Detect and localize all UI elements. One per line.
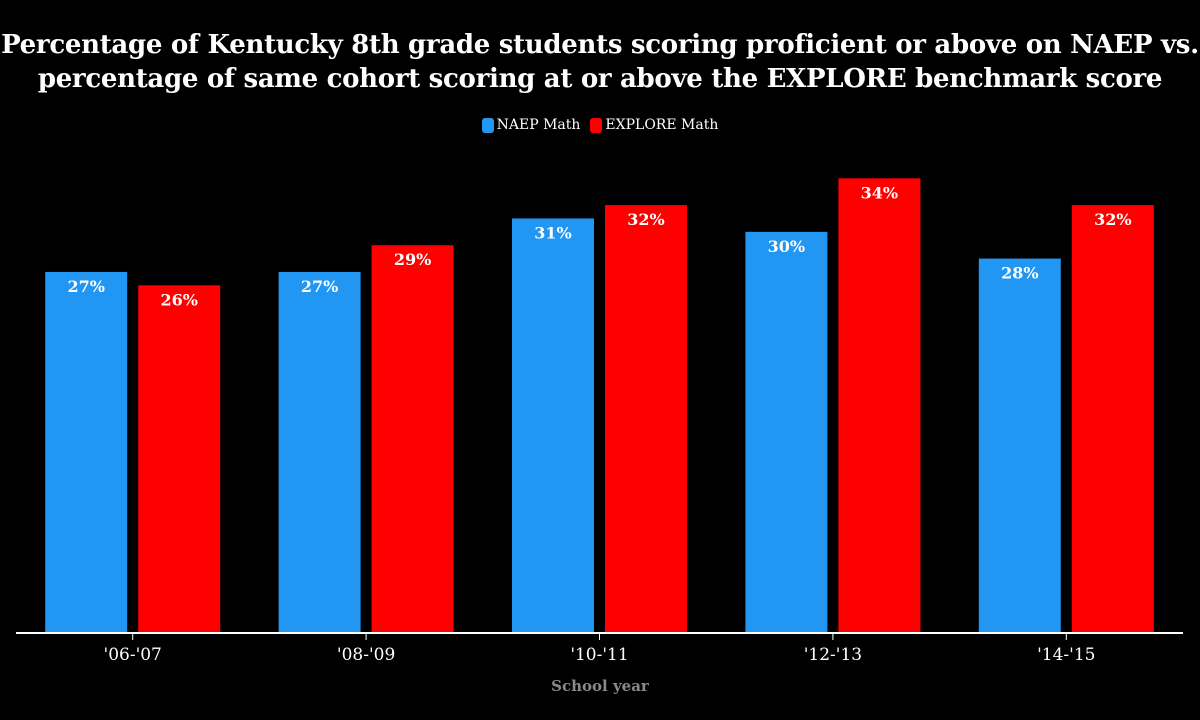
bar-naep-3 <box>745 231 828 633</box>
x-tick-label: '12-'13 <box>804 645 862 665</box>
x-tick-label: '08-'09 <box>337 645 395 665</box>
legend-label-naep: NAEP Math <box>496 117 581 133</box>
data-label: 28% <box>1001 264 1038 283</box>
title-line-2: percentage of same cohort scoring at or … <box>37 64 1163 94</box>
bar-naep-4 <box>978 258 1061 633</box>
data-label: 26% <box>160 290 197 309</box>
x-axis-label: School year <box>551 677 649 695</box>
data-label: 32% <box>627 210 664 229</box>
x-tick-label: '06-'07 <box>104 645 162 665</box>
bar-explore-1 <box>371 245 454 634</box>
data-label: 31% <box>534 223 571 242</box>
title-line-1: Percentage of Kentucky 8th grade student… <box>1 30 1199 60</box>
bar-naep-0 <box>45 271 128 633</box>
bar-explore-2 <box>605 205 687 633</box>
data-label: 29% <box>394 250 431 269</box>
legend-swatch-explore <box>590 117 603 133</box>
bar-explore-0 <box>138 285 221 633</box>
x-tick-label: '14-'15 <box>1037 645 1095 665</box>
bar-naep-1 <box>278 271 361 633</box>
bar-explore-3 <box>838 178 921 634</box>
legend: NAEP Math EXPLORE Math <box>0 117 1200 133</box>
legend-item-naep[interactable]: NAEP Math <box>481 117 581 133</box>
bar-naep-2 <box>512 218 594 633</box>
x-tick-label: '10-'11 <box>570 645 628 665</box>
data-label: 34% <box>861 183 898 202</box>
data-label: 27% <box>67 277 104 296</box>
data-label: 32% <box>1094 210 1131 229</box>
chart-title: Percentage of Kentucky 8th grade student… <box>0 28 1200 96</box>
legend-item-explore[interactable]: EXPLORE Math <box>590 117 718 133</box>
bar-explore-4 <box>1071 205 1154 633</box>
legend-label-explore: EXPLORE Math <box>605 117 719 133</box>
data-label: 30% <box>768 237 805 256</box>
legend-swatch-naep <box>481 117 494 133</box>
data-label: 27% <box>301 277 338 296</box>
